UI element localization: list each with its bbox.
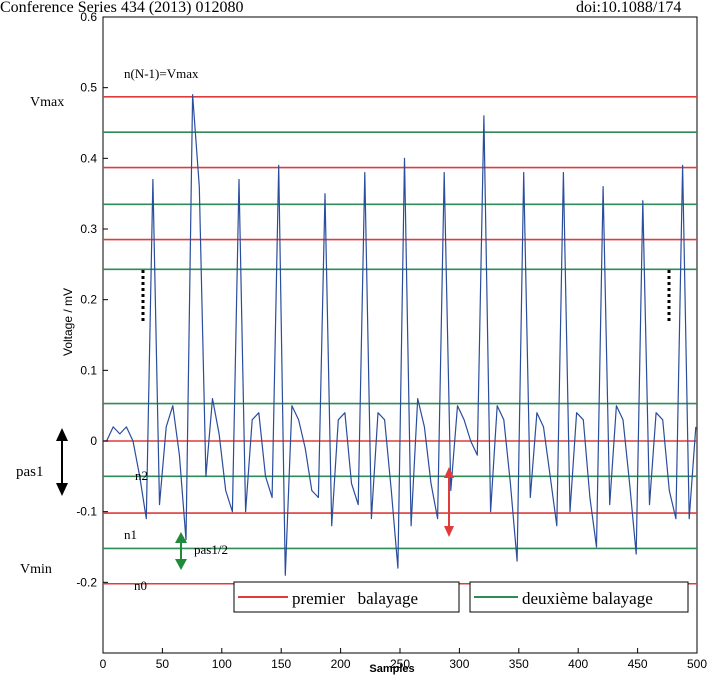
x-tick-label-3: 150 [271, 657, 291, 671]
header-right: doi:10.1088/174 [576, 0, 681, 16]
x-axis-label: Samples [369, 663, 414, 675]
legend-label-premier: premier balayage [292, 589, 418, 608]
n2-label: n2 [135, 468, 148, 483]
legend-box-deuxieme [469, 581, 689, 613]
legend-label-deuxieme: deuxième balayage [522, 589, 653, 608]
pas1-arrow [56, 428, 68, 496]
x-tick-label-10: 500 [687, 657, 707, 671]
red-step-arrow [444, 467, 454, 537]
header-left: Conference Series 434 (2013) 012080 [0, 0, 244, 16]
x-tick-label-2: 100 [212, 657, 232, 671]
y-tick-label-5: 0.3 [80, 222, 97, 236]
x-tick-label-7: 350 [509, 657, 529, 671]
y-tick-label-1: -0.1 [76, 505, 97, 519]
x-tick-label-6: 300 [449, 657, 469, 671]
x-tick-label-5: 250 [390, 657, 410, 671]
vmax-label: Vmax [30, 95, 64, 110]
nmax-label: n(N-1)=Vmax [124, 66, 199, 81]
y-tick-label-0: -0.2 [76, 575, 97, 589]
x-tick-label-1: 50 [156, 657, 170, 671]
pas1-label: pas1 [16, 464, 44, 480]
x-tick-label-8: 400 [568, 657, 588, 671]
legend: premier balayage deuxième balayage [233, 581, 689, 613]
n1-label: n1 [124, 527, 137, 542]
y-tick-label-6: 0.4 [80, 151, 97, 165]
reference-lines [103, 96, 697, 585]
n0-label: n0 [134, 578, 147, 593]
y-tick-label-8: 0.6 [80, 10, 97, 24]
signal-layer [106, 94, 697, 576]
pas1-half-arrow [175, 532, 187, 570]
x-tick-label-9: 450 [628, 657, 648, 671]
x-tick-label-4: 200 [331, 657, 351, 671]
signal-series-0 [106, 94, 697, 576]
y-tick-label-4: 0.2 [80, 293, 97, 307]
vmin-label: Vmin [20, 562, 52, 577]
ticks-layer: 0 50 100 150 200 250 300 350 400 450 500 -0.2 -0.1 0 0… [76, 10, 707, 671]
x-tick-label-0: 0 [100, 657, 107, 671]
pas1-half-label: pas1/2 [194, 542, 228, 557]
y-tick-label-3: 0.1 [80, 363, 97, 377]
y-tick-label-7: 0.5 [80, 81, 97, 95]
y-axis-label: Voltage / mV [61, 288, 75, 356]
y-tick-label-2: 0 [90, 434, 97, 448]
